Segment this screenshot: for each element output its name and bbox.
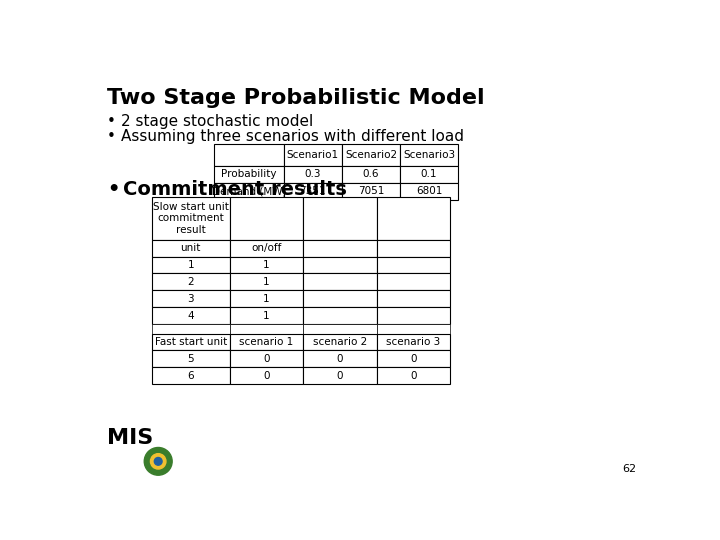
Bar [303, 350, 377, 367]
Bar [303, 291, 377, 307]
Text: MIS: MIS [107, 428, 153, 448]
Bar [152, 273, 230, 291]
Text: •: • [107, 180, 120, 199]
Text: 0.3: 0.3 [305, 169, 321, 179]
Bar [152, 367, 230, 384]
Text: Slow start unit
commitment
result: Slow start unit commitment result [153, 202, 229, 235]
Text: 0: 0 [337, 354, 343, 364]
Bar [303, 256, 377, 273]
Text: 0: 0 [263, 371, 269, 381]
Circle shape [144, 448, 172, 475]
Bar [152, 256, 230, 273]
Bar [230, 256, 303, 273]
Bar [342, 166, 400, 183]
Text: Demand (MW): Demand (MW) [212, 186, 286, 196]
Bar [230, 273, 303, 291]
Bar [152, 307, 230, 325]
Text: 1: 1 [263, 294, 269, 304]
Bar [303, 273, 377, 291]
Bar [230, 307, 303, 325]
Text: •: • [107, 130, 116, 145]
Bar [230, 240, 303, 256]
Text: 1: 1 [263, 260, 269, 270]
Text: scenario 3: scenario 3 [387, 337, 441, 347]
Bar [230, 334, 303, 350]
Text: Scenario2: Scenario2 [345, 150, 397, 160]
Bar [214, 144, 284, 166]
Bar [152, 291, 230, 307]
Text: Fast start unit: Fast start unit [155, 337, 227, 347]
Bar [377, 291, 451, 307]
Bar [377, 240, 451, 256]
Text: •: • [107, 114, 116, 129]
Text: 1: 1 [187, 260, 194, 270]
Bar [230, 291, 303, 307]
Bar [284, 183, 342, 200]
Text: scenario 2: scenario 2 [312, 337, 367, 347]
Bar [377, 350, 451, 367]
Text: Two Stage Probabilistic Model: Two Stage Probabilistic Model [107, 88, 485, 108]
Bar [230, 197, 303, 240]
Text: 0: 0 [263, 354, 269, 364]
Bar [230, 367, 303, 384]
Bar [230, 325, 303, 334]
Text: unit: unit [181, 243, 201, 253]
Text: 7051: 7051 [358, 186, 384, 196]
Text: Scenario1: Scenario1 [287, 150, 339, 160]
Text: 0: 0 [410, 371, 417, 381]
Bar [377, 334, 451, 350]
Bar [230, 350, 303, 367]
Bar [152, 325, 230, 334]
Text: 0: 0 [410, 354, 417, 364]
Bar [303, 240, 377, 256]
Text: 0: 0 [337, 371, 343, 381]
Bar [152, 240, 230, 256]
Bar [152, 197, 230, 240]
Text: 5: 5 [187, 354, 194, 364]
Bar [377, 307, 451, 325]
Circle shape [150, 454, 166, 469]
Text: 6801: 6801 [416, 186, 442, 196]
Text: Assuming three scenarios with different load: Assuming three scenarios with different … [121, 130, 464, 145]
Bar [377, 325, 451, 334]
Text: 7351: 7351 [300, 186, 326, 196]
Bar [303, 367, 377, 384]
Bar [284, 144, 342, 166]
Text: on/off: on/off [251, 243, 282, 253]
Text: 6: 6 [187, 371, 194, 381]
Text: Probability: Probability [221, 169, 276, 179]
Bar [284, 166, 342, 183]
Bar [214, 166, 284, 183]
Text: Commitment results: Commitment results [122, 180, 346, 199]
Text: 62: 62 [622, 464, 636, 475]
Text: 0.1: 0.1 [420, 169, 437, 179]
Text: 1: 1 [263, 277, 269, 287]
Circle shape [154, 457, 162, 465]
Text: scenario 1: scenario 1 [239, 337, 294, 347]
Text: 0.6: 0.6 [363, 169, 379, 179]
Text: Scenario3: Scenario3 [403, 150, 455, 160]
Text: 2 stage stochastic model: 2 stage stochastic model [121, 114, 313, 129]
Bar [152, 334, 230, 350]
Bar [303, 325, 377, 334]
Bar [214, 183, 284, 200]
Text: 4: 4 [187, 311, 194, 321]
Bar [377, 273, 451, 291]
Text: 3: 3 [187, 294, 194, 304]
Bar [342, 144, 400, 166]
Bar [303, 307, 377, 325]
Text: 2: 2 [187, 277, 194, 287]
Bar [400, 166, 458, 183]
Bar [377, 197, 451, 240]
Bar [400, 144, 458, 166]
Bar [303, 197, 377, 240]
Bar [377, 367, 451, 384]
Text: 1: 1 [263, 311, 269, 321]
Bar [400, 183, 458, 200]
Bar [342, 183, 400, 200]
Bar [303, 334, 377, 350]
Bar [377, 256, 451, 273]
Bar [152, 350, 230, 367]
